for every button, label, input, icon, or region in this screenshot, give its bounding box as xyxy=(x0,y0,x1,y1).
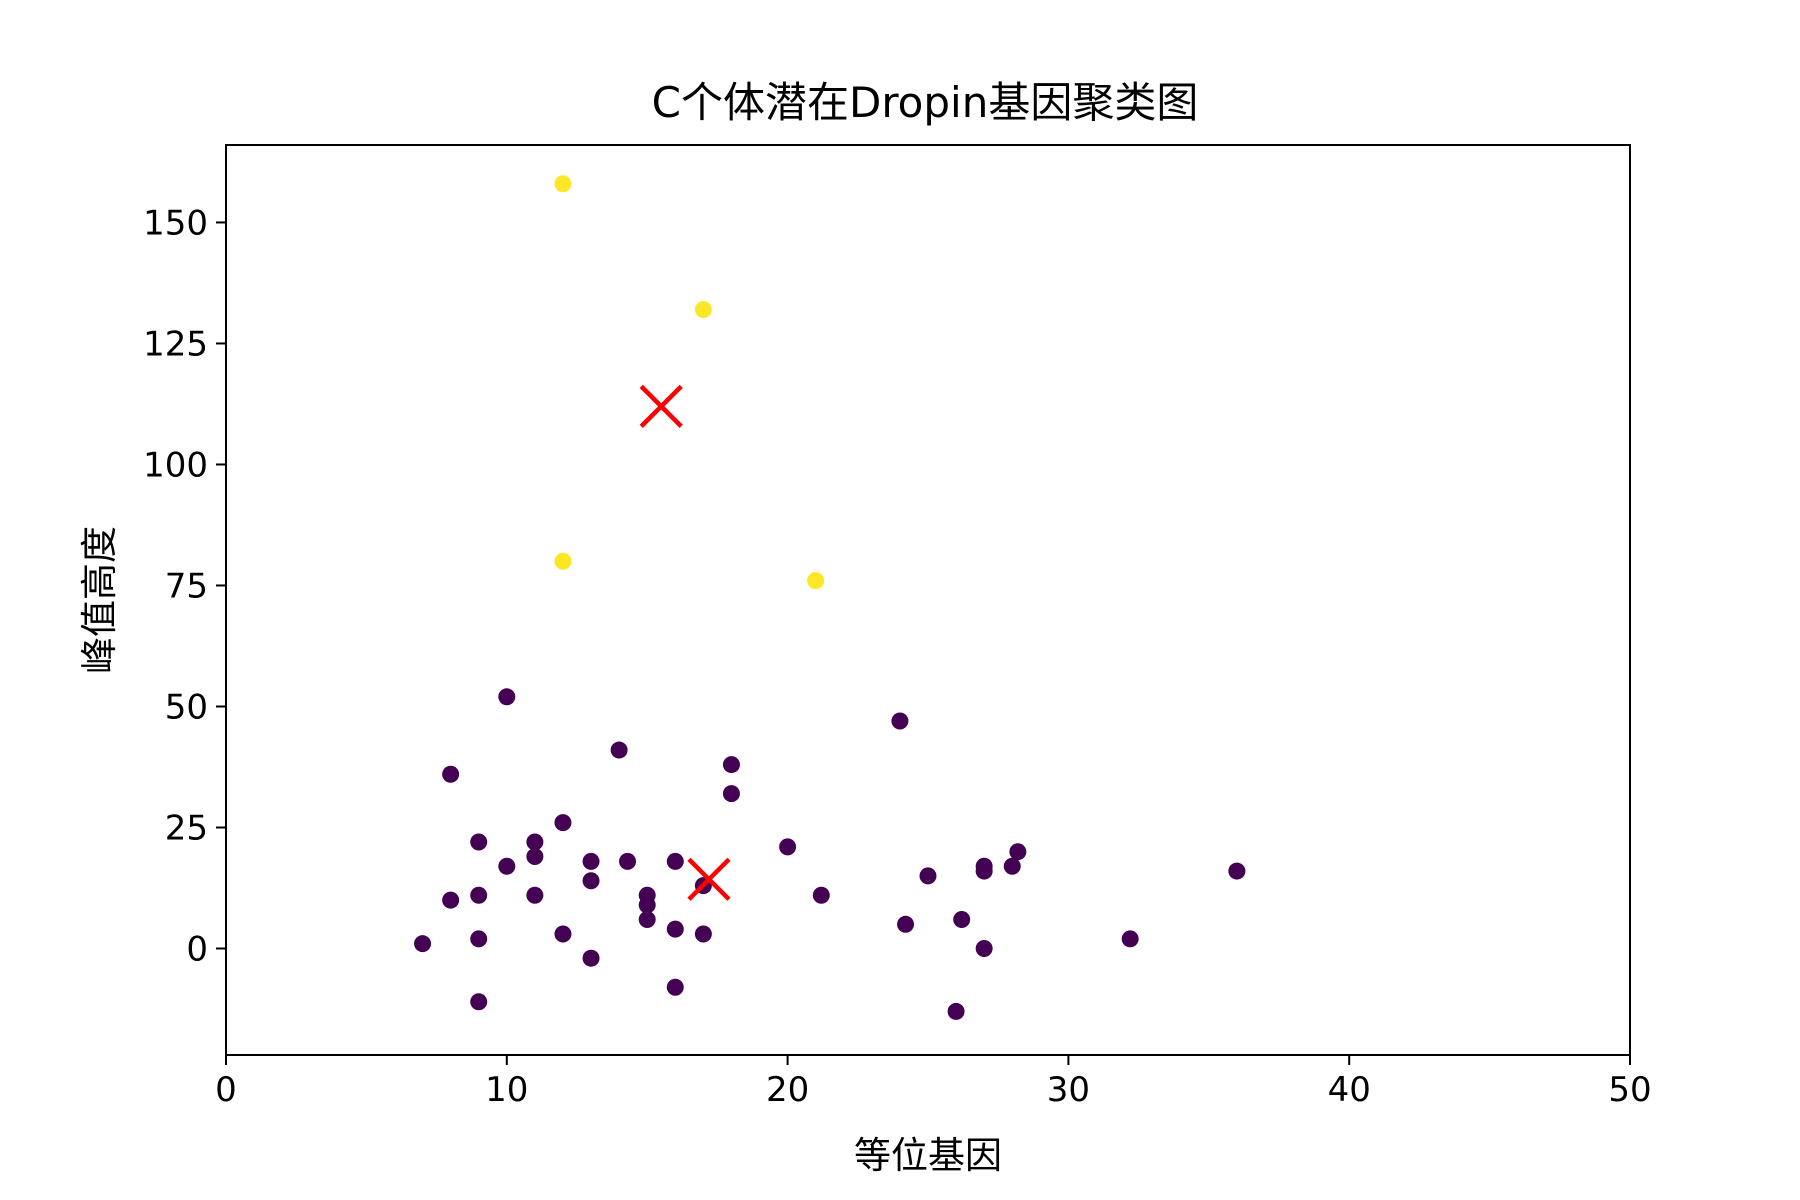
x-tick-label: 50 xyxy=(1608,1070,1651,1110)
data-point xyxy=(638,910,656,928)
y-axis-label: 峰值高度 xyxy=(78,526,121,674)
data-point xyxy=(442,765,460,783)
y-tick-label: 25 xyxy=(165,809,208,849)
data-point xyxy=(498,857,516,875)
data-point xyxy=(1228,862,1246,880)
y-tick-label: 150 xyxy=(143,203,208,243)
data-point xyxy=(722,756,740,774)
points-layer xyxy=(414,175,1246,1020)
data-point xyxy=(470,993,488,1011)
data-point xyxy=(554,175,572,193)
centroid-marker xyxy=(687,857,731,901)
y-axis: 0 25 50 75 100 125 150 xyxy=(143,203,226,970)
data-point xyxy=(442,891,460,909)
data-point xyxy=(619,852,637,870)
data-point xyxy=(526,886,544,904)
centroid-stroke xyxy=(687,857,731,901)
data-point xyxy=(666,920,684,938)
data-point xyxy=(694,925,712,943)
chart-title: C个体潜在Dropin基因聚类图 xyxy=(652,78,1199,127)
data-point xyxy=(975,862,993,880)
data-point xyxy=(975,940,993,958)
y-tick-label: 50 xyxy=(165,687,208,727)
data-point xyxy=(694,301,712,319)
centroids-layer xyxy=(639,384,731,901)
centroid-marker xyxy=(639,384,683,428)
data-point xyxy=(582,852,600,870)
data-point xyxy=(947,1002,965,1020)
data-point xyxy=(779,838,797,856)
data-point xyxy=(414,935,432,953)
y-tick-label: 100 xyxy=(143,445,208,485)
data-point xyxy=(554,814,572,832)
x-axis: 0 10 20 30 40 50 xyxy=(215,1055,1652,1110)
data-point xyxy=(1009,843,1027,861)
data-point xyxy=(582,872,600,890)
data-point xyxy=(470,833,488,851)
data-point xyxy=(666,978,684,996)
centroid-stroke xyxy=(639,384,683,428)
data-point xyxy=(1121,930,1139,948)
y-tick-label: 0 xyxy=(186,930,208,970)
data-point xyxy=(582,949,600,967)
x-tick-label: 40 xyxy=(1328,1070,1371,1110)
data-point xyxy=(470,886,488,904)
data-point xyxy=(638,896,656,914)
y-tick-label: 75 xyxy=(165,566,208,606)
data-point xyxy=(554,925,572,943)
y-tick-label: 125 xyxy=(143,324,208,364)
data-point xyxy=(610,741,628,759)
x-tick-label: 20 xyxy=(766,1070,809,1110)
x-tick-label: 30 xyxy=(1047,1070,1090,1110)
data-point xyxy=(554,552,572,570)
data-point xyxy=(722,785,740,803)
data-point xyxy=(812,886,830,904)
x-tick-label: 0 xyxy=(215,1070,237,1110)
x-axis-label: 等位基因 xyxy=(854,1134,1002,1177)
plot-frame xyxy=(225,144,1631,1056)
data-point xyxy=(953,910,971,928)
data-point xyxy=(919,867,937,885)
data-point xyxy=(807,572,825,590)
data-point xyxy=(470,930,488,948)
data-point xyxy=(891,712,909,730)
data-point xyxy=(498,688,516,706)
x-tick-label: 10 xyxy=(485,1070,528,1110)
data-point xyxy=(666,852,684,870)
data-point xyxy=(526,848,544,866)
data-point xyxy=(897,915,915,933)
data-point xyxy=(1003,857,1021,875)
data-point xyxy=(526,833,544,851)
